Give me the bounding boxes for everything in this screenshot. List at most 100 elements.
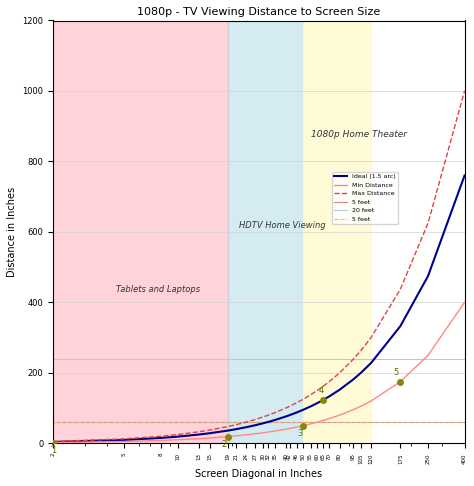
Max Distance <box>398 286 403 292</box>
Ideal (1.5 arc) <box>398 323 403 329</box>
Text: Tablets and Laptops: Tablets and Laptops <box>116 285 201 294</box>
Ideal (1.5 arc) <box>233 426 238 432</box>
Ideal (1.5 arc) <box>350 377 356 382</box>
Min Distance <box>425 352 431 358</box>
Min Distance <box>196 436 201 442</box>
Ideal (1.5 arc) <box>196 432 201 437</box>
Ideal (1.5 arc) <box>261 420 266 426</box>
20 feet <box>0 356 2 362</box>
Min Distance <box>294 424 300 430</box>
Min Distance <box>287 426 292 432</box>
Ideal (1.5 arc) <box>225 428 231 434</box>
Y-axis label: Distance in Inches: Distance in Inches <box>7 187 17 277</box>
Max Distance <box>314 387 320 393</box>
Text: 4: 4 <box>319 386 324 395</box>
Min Distance <box>207 435 212 441</box>
Max Distance <box>265 412 271 418</box>
Max Distance <box>350 357 356 363</box>
Max Distance <box>300 396 306 402</box>
Max Distance <box>121 436 127 442</box>
Max Distance <box>50 438 56 444</box>
Max Distance <box>320 383 326 389</box>
Min Distance <box>327 416 332 421</box>
Text: 5: 5 <box>393 367 399 377</box>
Max Distance <box>358 348 364 354</box>
Max Distance <box>207 427 212 433</box>
Min Distance <box>283 426 289 432</box>
Ideal (1.5 arc) <box>358 370 364 376</box>
Ideal (1.5 arc) <box>265 419 271 425</box>
Min Distance <box>350 407 356 413</box>
Min Distance <box>225 434 231 439</box>
Max Distance <box>425 220 431 226</box>
Min Distance <box>300 423 306 429</box>
Min Distance <box>50 440 56 446</box>
Min Distance <box>320 417 326 423</box>
Ideal (1.5 arc) <box>337 387 342 393</box>
Min Distance <box>337 412 342 418</box>
Min Distance <box>175 437 181 443</box>
Bar <box>228 20 303 443</box>
Ideal (1.5 arc) <box>50 439 56 445</box>
5 feet  <box>0 419 2 425</box>
Max Distance <box>158 434 164 439</box>
Ideal (1.5 arc) <box>243 424 249 430</box>
Min Distance <box>233 433 238 439</box>
Bar <box>53 20 228 443</box>
5 feet <box>0 419 2 425</box>
Line: Max Distance: Max Distance <box>53 91 465 441</box>
Min Distance <box>243 432 249 438</box>
Min Distance <box>462 299 467 305</box>
Max Distance <box>175 432 181 437</box>
Text: 1: 1 <box>51 443 56 455</box>
Min Distance <box>261 430 266 435</box>
Max Distance <box>287 403 292 409</box>
Text: 2: 2 <box>221 440 227 449</box>
Min Distance <box>368 398 374 404</box>
Max Distance <box>283 405 289 411</box>
Ideal (1.5 arc) <box>273 417 278 423</box>
Ideal (1.5 arc) <box>368 360 374 366</box>
Min Distance <box>265 429 271 435</box>
Min Distance <box>273 428 278 434</box>
Max Distance <box>308 392 313 398</box>
Text: 3: 3 <box>297 429 302 438</box>
Ideal (1.5 arc) <box>300 407 306 413</box>
Ideal (1.5 arc) <box>175 434 181 439</box>
Max Distance <box>233 422 238 428</box>
Line: Ideal (1.5 arc): Ideal (1.5 arc) <box>53 175 465 442</box>
Max Distance <box>243 419 249 425</box>
Line: Min Distance: Min Distance <box>53 302 465 443</box>
Max Distance <box>337 370 342 376</box>
Max Distance <box>273 410 278 416</box>
Min Distance <box>158 437 164 443</box>
Max Distance <box>294 400 300 406</box>
Bar <box>303 20 371 443</box>
Text: HDTV Home Viewing: HDTV Home Viewing <box>239 221 326 230</box>
Text: 1080p Home Theater: 1080p Home Theater <box>310 130 407 139</box>
Ideal (1.5 arc) <box>314 400 320 406</box>
Ideal (1.5 arc) <box>327 394 332 399</box>
Ideal (1.5 arc) <box>308 403 313 409</box>
Max Distance <box>253 417 258 422</box>
Ideal (1.5 arc) <box>207 430 212 436</box>
Ideal (1.5 arc) <box>287 412 292 418</box>
Min Distance <box>121 438 127 444</box>
Ideal (1.5 arc) <box>253 422 258 428</box>
Title: 1080p - TV Viewing Distance to Screen Size: 1080p - TV Viewing Distance to Screen Si… <box>137 7 381 17</box>
Min Distance <box>398 379 403 384</box>
Max Distance <box>327 379 332 384</box>
Ideal (1.5 arc) <box>425 273 431 279</box>
Max Distance <box>462 88 467 94</box>
Max Distance <box>261 414 266 420</box>
Ideal (1.5 arc) <box>121 437 127 443</box>
Min Distance <box>308 421 313 427</box>
Ideal (1.5 arc) <box>294 410 300 416</box>
Ideal (1.5 arc) <box>283 414 289 419</box>
Min Distance <box>358 403 364 409</box>
Ideal (1.5 arc) <box>158 435 164 441</box>
X-axis label: Screen Diagonal in Inches: Screen Diagonal in Inches <box>195 469 322 479</box>
Min Distance <box>314 419 320 425</box>
Ideal (1.5 arc) <box>320 397 326 403</box>
Ideal (1.5 arc) <box>462 173 467 178</box>
